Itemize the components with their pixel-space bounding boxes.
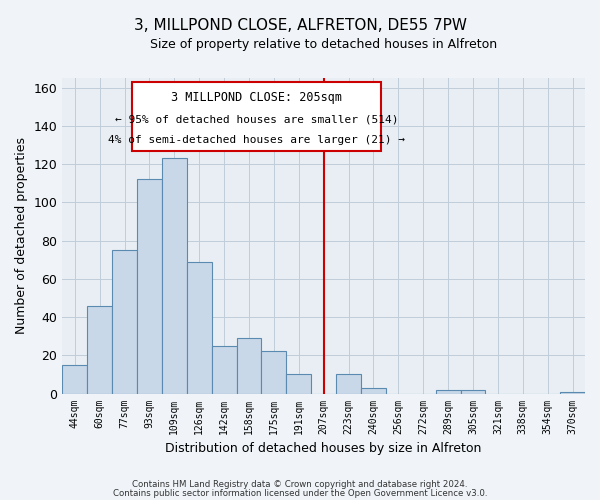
X-axis label: Distribution of detached houses by size in Alfreton: Distribution of detached houses by size … <box>166 442 482 455</box>
Bar <box>236 338 262 394</box>
Text: 4% of semi-detached houses are larger (21) →: 4% of semi-detached houses are larger (2… <box>108 136 405 145</box>
Bar <box>187 262 212 394</box>
Bar <box>212 346 236 394</box>
Bar <box>436 390 461 394</box>
Bar <box>62 365 87 394</box>
Bar <box>461 390 485 394</box>
Bar <box>112 250 137 394</box>
Title: Size of property relative to detached houses in Alfreton: Size of property relative to detached ho… <box>150 38 497 51</box>
Text: Contains public sector information licensed under the Open Government Licence v3: Contains public sector information licen… <box>113 488 487 498</box>
Text: 3 MILLPOND CLOSE: 205sqm: 3 MILLPOND CLOSE: 205sqm <box>171 92 342 104</box>
Bar <box>336 374 361 394</box>
Bar <box>87 306 112 394</box>
Text: 3, MILLPOND CLOSE, ALFRETON, DE55 7PW: 3, MILLPOND CLOSE, ALFRETON, DE55 7PW <box>133 18 467 32</box>
Bar <box>137 180 162 394</box>
Bar <box>361 388 386 394</box>
Y-axis label: Number of detached properties: Number of detached properties <box>15 138 28 334</box>
Bar <box>162 158 187 394</box>
Bar <box>262 352 286 394</box>
Text: Contains HM Land Registry data © Crown copyright and database right 2024.: Contains HM Land Registry data © Crown c… <box>132 480 468 489</box>
FancyBboxPatch shape <box>132 82 381 150</box>
Bar <box>286 374 311 394</box>
Text: ← 95% of detached houses are smaller (514): ← 95% of detached houses are smaller (51… <box>115 114 398 124</box>
Bar <box>560 392 585 394</box>
